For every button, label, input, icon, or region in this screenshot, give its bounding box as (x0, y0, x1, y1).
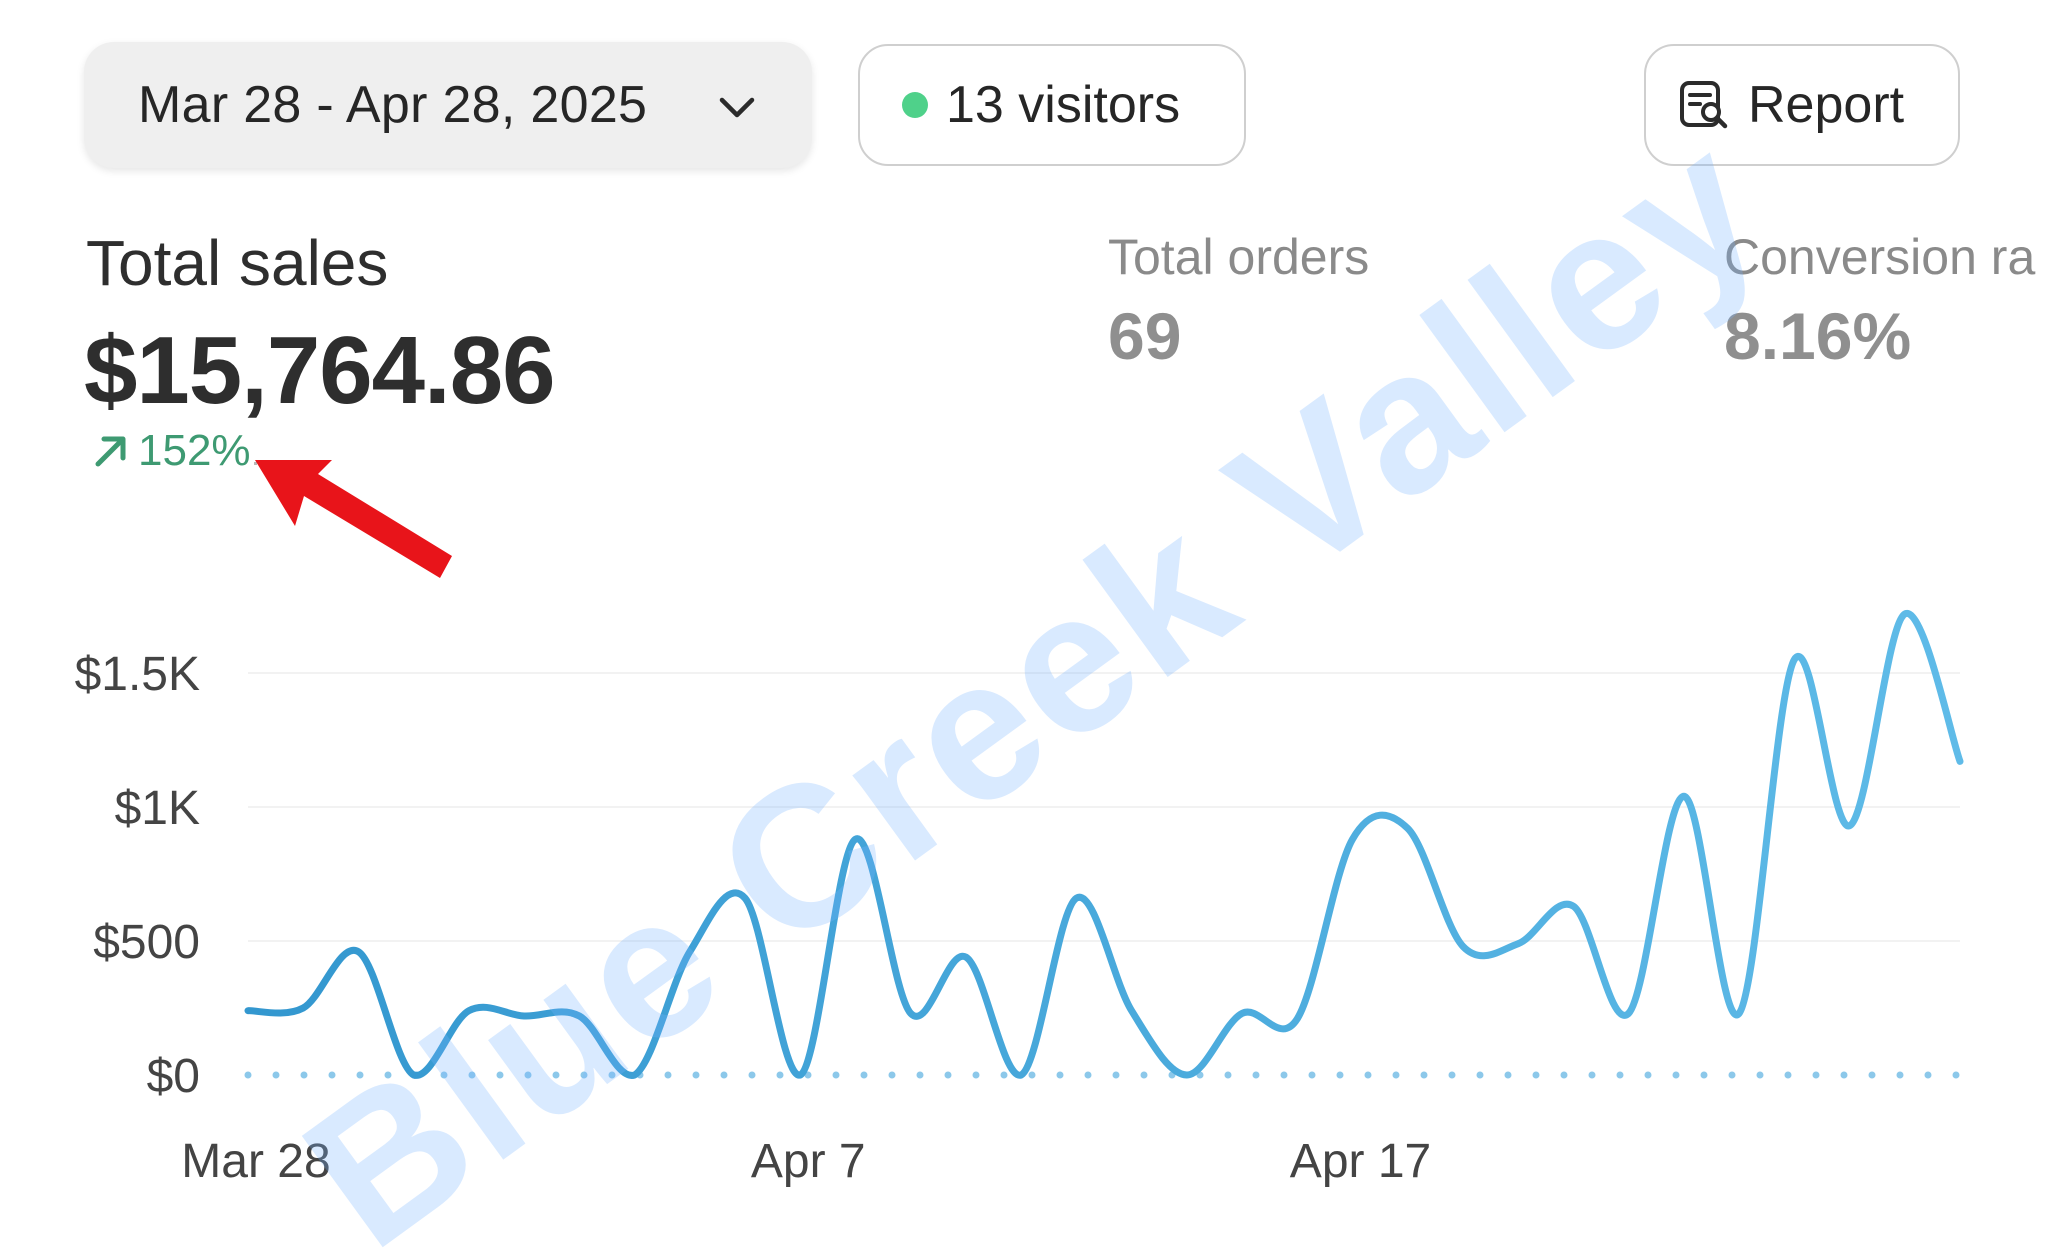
change-dotted-underline (254, 462, 294, 465)
x-tick-label: Apr 17 (1290, 1135, 1431, 1188)
total-sales-title: Total sales (86, 227, 389, 299)
date-range-picker[interactable]: Mar 28 - Apr 28, 2025 (84, 42, 812, 168)
y-tick-label: $500 (93, 916, 200, 969)
arrow-up-right-icon (95, 436, 126, 467)
sales-change-indicator: 152% (92, 426, 251, 476)
total-orders-value: 69 (1108, 299, 1182, 373)
chart-series (244, 610, 1964, 1079)
total-orders-title[interactable]: Total orders (1108, 229, 1370, 285)
y-tick-label: $1K (115, 782, 200, 835)
total-sales-value: $15,764.86 (84, 317, 555, 424)
date-range-label: Mar 28 - Apr 28, 2025 (138, 76, 648, 134)
y-tick-label: $1.5K (75, 648, 200, 701)
chart-grid (248, 672, 1960, 942)
live-visitors-button[interactable]: 13 visitors (858, 44, 1246, 166)
sales-change-percent: 152% (138, 426, 251, 475)
y-tick-label: $0 (147, 1050, 200, 1103)
y-axis: $0 $500 $1K $1.5K (75, 648, 200, 1103)
conversion-rate-value: 8.16% (1724, 299, 1912, 373)
conversion-rate-title[interactable]: Conversion ra (1724, 229, 2036, 285)
visitors-count: 13 visitors (946, 76, 1181, 134)
report-search-icon (1680, 81, 1728, 129)
x-axis: Mar 28 Apr 7 Apr 17 (181, 1135, 1431, 1188)
report-button[interactable]: Report (1644, 44, 1960, 166)
x-tick-label: Apr 7 (751, 1135, 866, 1188)
sales-line-chart: $0 $500 $1K $1.5K Mar 28 Apr 7 Apr 17 (75, 610, 1964, 1188)
chevron-down-icon (719, 97, 755, 118)
x-tick-label: Mar 28 (181, 1135, 330, 1188)
live-status-dot (902, 92, 928, 118)
report-label: Report (1748, 76, 1905, 134)
sales-series-line (244, 610, 1964, 1079)
